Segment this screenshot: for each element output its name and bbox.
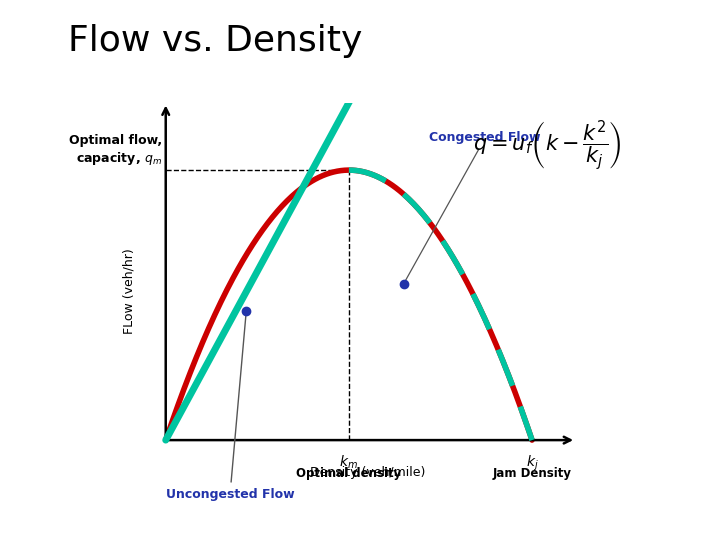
Text: Optimal flow,
capacity, $q_m$: Optimal flow, capacity, $q_m$ bbox=[69, 134, 162, 167]
Text: Density (veh/mile): Density (veh/mile) bbox=[310, 466, 425, 479]
Text: $k_j$: $k_j$ bbox=[526, 454, 539, 473]
Text: CEE 320
Winter 2006: CEE 320 Winter 2006 bbox=[13, 466, 32, 522]
Text: Optimal density: Optimal density bbox=[296, 467, 402, 480]
Text: $q = u_f \left( k - \dfrac{k^2}{k_j} \right)$: $q = u_f \left( k - \dfrac{k^2}{k_j} \ri… bbox=[473, 119, 621, 173]
Text: Flow vs. Density: Flow vs. Density bbox=[68, 24, 363, 58]
Text: Congested Flow: Congested Flow bbox=[405, 131, 541, 281]
Text: Jam Density: Jam Density bbox=[492, 467, 572, 480]
Text: Uncongested Flow: Uncongested Flow bbox=[166, 313, 294, 501]
Text: $k_m$: $k_m$ bbox=[339, 454, 359, 471]
Text: FLow (veh/hr): FLow (veh/hr) bbox=[122, 249, 135, 334]
